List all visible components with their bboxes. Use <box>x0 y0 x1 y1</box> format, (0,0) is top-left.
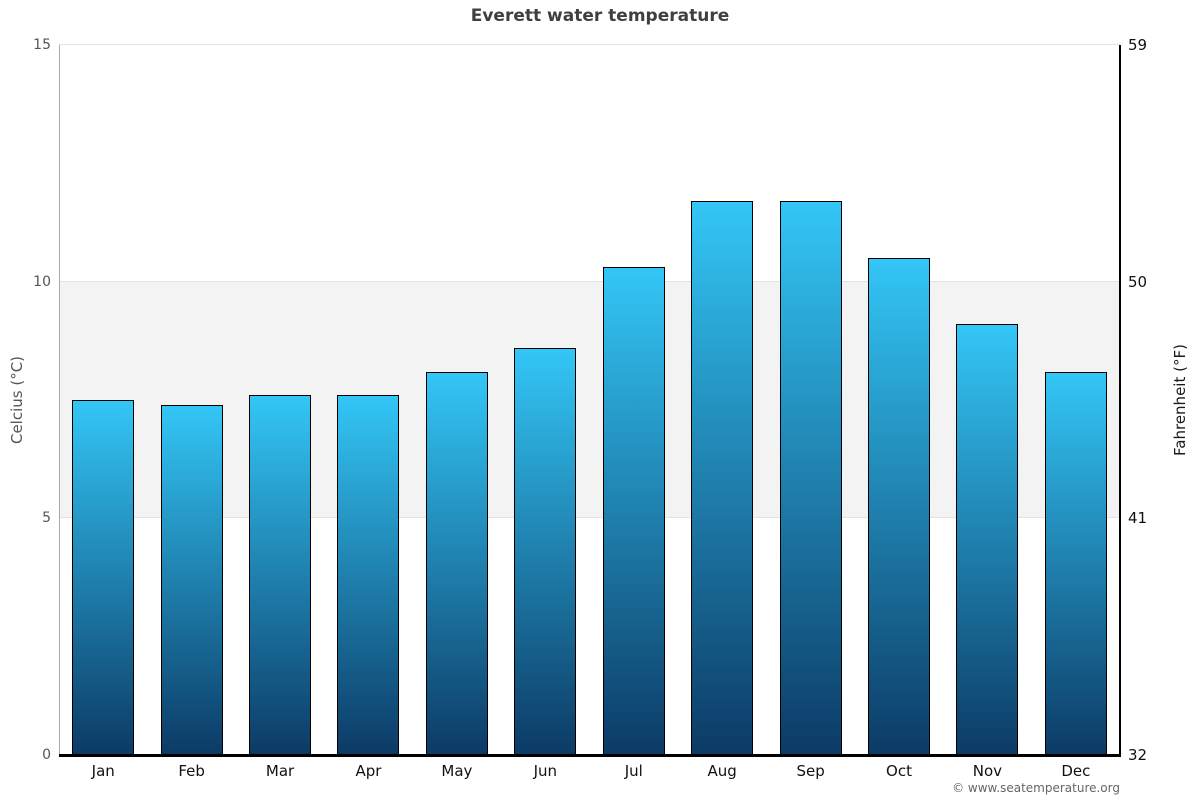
bar-slot-jun <box>501 45 589 755</box>
x-tick-label-sep: Sep <box>796 762 825 780</box>
bar-sep <box>779 201 842 755</box>
gridline-5c <box>59 517 1120 519</box>
x-axis-line <box>59 754 1121 757</box>
bar-slot-jul <box>590 45 678 755</box>
copyright-text: © www.seatemperature.org <box>952 781 1120 795</box>
x-axis-labels: Jan Feb Mar Apr May Jun Jul Aug Sep Oct Nov Dec <box>59 762 1120 780</box>
y-tick-label-fahrenheit-50: 50 <box>1128 272 1148 291</box>
bar-slot-nov <box>943 45 1031 755</box>
y-tick-label-celsius-5: 5 <box>42 510 51 527</box>
bar-slot-dec <box>1032 45 1120 755</box>
fahrenheit-axis-title: Fahrenheit (°F) <box>1171 344 1189 456</box>
x-tick-label-jun: Jun <box>533 762 558 780</box>
bar-slot-jan <box>59 45 147 755</box>
bar-slot-sep <box>766 45 854 755</box>
x-tick-label-aug: Aug <box>707 762 737 780</box>
y-tick-label-celsius-15: 15 <box>33 37 51 53</box>
gridline-15c <box>59 44 1120 45</box>
bar-jul <box>602 267 665 755</box>
bar-dec <box>1044 371 1107 755</box>
chart-title: Everett water temperature <box>470 6 730 26</box>
x-tick-label-nov: Nov <box>972 762 1003 780</box>
bar-slot-apr <box>324 45 412 755</box>
bar-jun <box>514 347 577 755</box>
bar-nov <box>956 324 1019 755</box>
bar-apr <box>337 395 400 755</box>
y-tick-label-celsius-0: 0 <box>42 747 51 763</box>
bar-slot-oct <box>855 45 943 755</box>
celsius-axis-title: Celcius (°C) <box>8 355 26 445</box>
x-tick-label-oct: Oct <box>886 762 912 780</box>
x-tick-label-apr: Apr <box>355 762 382 780</box>
x-tick-label-dec: Dec <box>1061 762 1091 780</box>
bar-slot-may <box>413 45 501 755</box>
bar-jan <box>72 400 135 755</box>
plot-band-5-10 <box>59 281 1120 519</box>
celsius-axis-line <box>59 45 60 755</box>
x-tick-label-may: May <box>441 762 473 780</box>
bars-container <box>59 45 1120 755</box>
x-tick-label-jul: Jul <box>624 762 643 780</box>
y-tick-label-fahrenheit-32: 32 <box>1128 746 1148 764</box>
bar-mar <box>249 395 312 755</box>
gridline-10c <box>59 280 1120 282</box>
y-tick-label-fahrenheit-41: 41 <box>1128 509 1148 528</box>
bar-slot-mar <box>236 45 324 755</box>
fahrenheit-axis-line <box>1119 45 1121 757</box>
y-tick-label-celsius-10: 10 <box>33 273 51 290</box>
x-tick-label-jan: Jan <box>91 762 115 780</box>
y-tick-label-fahrenheit-59: 59 <box>1128 36 1148 54</box>
bar-slot-feb <box>147 45 235 755</box>
bar-oct <box>868 258 930 755</box>
bar-slot-aug <box>678 45 766 755</box>
plot-area <box>59 44 1120 755</box>
bar-may <box>425 371 488 755</box>
bar-feb <box>160 404 223 755</box>
x-tick-label-mar: Mar <box>265 762 295 780</box>
x-tick-label-feb: Feb <box>178 762 205 780</box>
bar-aug <box>691 201 754 755</box>
